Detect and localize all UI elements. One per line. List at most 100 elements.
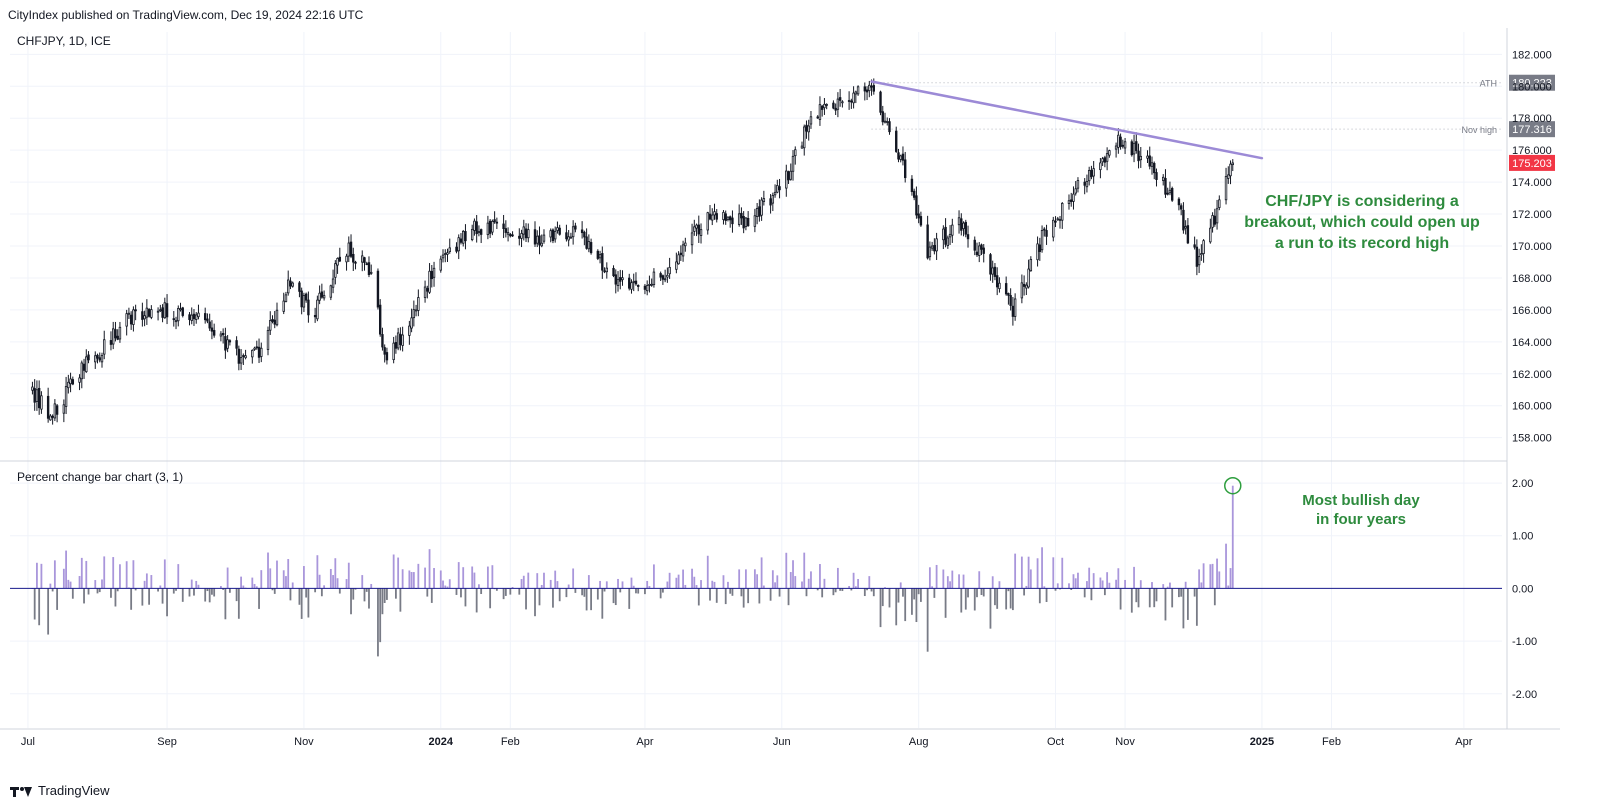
percent-change-bar — [148, 588, 151, 605]
percent-change-bar — [1005, 588, 1008, 610]
candle-body — [675, 261, 678, 270]
percent-change-bar — [439, 570, 442, 589]
candle-body — [361, 255, 364, 263]
percent-change-bar — [1186, 588, 1189, 620]
percent-change-bar — [850, 588, 853, 591]
candle-body — [1074, 188, 1077, 194]
candle-body — [188, 314, 191, 320]
candle-body — [1103, 157, 1107, 163]
percent-change-bar — [471, 566, 474, 589]
percent-change-bar — [235, 588, 238, 602]
percent-change-bar — [1074, 578, 1077, 589]
candle-body — [904, 159, 907, 179]
percent-change-bar — [49, 583, 52, 589]
percent-change-bar — [1169, 582, 1171, 589]
percent-change-bar — [567, 584, 570, 589]
price-tick-label: 164.000 — [1512, 337, 1552, 349]
percent-change-bar — [130, 588, 133, 610]
percent-change-bar — [417, 563, 420, 589]
candle-body — [163, 302, 167, 319]
candle-body — [408, 325, 411, 336]
candle-body — [1177, 198, 1181, 206]
candle-body — [242, 355, 245, 357]
candle-body — [619, 277, 622, 282]
percent-change-bar — [962, 574, 965, 589]
candle-body — [244, 355, 247, 359]
percent-change-bar — [491, 565, 494, 589]
candle-body — [116, 335, 119, 340]
percent-change-bar — [103, 556, 106, 589]
candle-body — [565, 232, 568, 240]
time-tick-label: Jun — [773, 736, 791, 748]
candle-body — [1224, 176, 1228, 201]
candle-body — [1101, 158, 1104, 163]
percent-change-bar — [188, 588, 191, 597]
percent-change-bar — [271, 588, 274, 591]
candle-body — [237, 348, 241, 364]
candle-body — [991, 267, 994, 275]
candle-body — [744, 217, 748, 227]
percent-change-bar — [709, 588, 711, 601]
candle-body — [832, 102, 835, 109]
candle-body — [995, 275, 999, 288]
percent-change-bar — [612, 588, 615, 604]
candle-body — [455, 246, 458, 252]
percent-change-bar — [653, 564, 655, 589]
percent-change-bar — [1061, 557, 1064, 589]
tradingview-mark-icon — [10, 785, 32, 797]
last-price-text: 175.203 — [1512, 158, 1552, 170]
candle-body — [854, 91, 858, 95]
candle-body — [524, 228, 528, 239]
candle-body — [1215, 208, 1219, 224]
indicator-title: Percent change bar chart (3, 1) — [17, 470, 183, 484]
percent-change-bar — [298, 588, 301, 605]
candle-body — [172, 318, 175, 321]
percent-change-bar — [1108, 582, 1111, 589]
candle-body — [197, 312, 200, 318]
candle-body — [960, 218, 963, 231]
candle-body — [1009, 295, 1012, 306]
percent-change-bar — [287, 559, 290, 589]
percent-change-bar — [1052, 557, 1055, 589]
percent-change-bar — [724, 588, 727, 605]
percent-change-bar — [303, 566, 305, 589]
candle-body — [96, 354, 99, 359]
candle-body — [334, 263, 337, 278]
candle-body — [728, 216, 732, 221]
candle-body — [69, 378, 72, 385]
candle-body — [825, 104, 828, 106]
percent-change-bar — [67, 579, 70, 589]
candle-body — [1076, 180, 1080, 189]
percent-change-bar — [1106, 572, 1109, 589]
percent-change-bar — [543, 572, 545, 589]
percent-change-bar — [224, 588, 227, 620]
candle-body — [1137, 150, 1140, 162]
percent-change-bar — [774, 582, 776, 589]
percent-change-bar — [455, 588, 458, 595]
price-tick-label: 182.000 — [1512, 49, 1552, 61]
candle-body — [282, 300, 285, 312]
candle-body — [583, 231, 586, 238]
percent-change-bar — [363, 588, 366, 602]
price-tick-label: 168.000 — [1512, 273, 1552, 285]
percent-change-bar — [307, 588, 310, 618]
candle-body — [942, 228, 945, 241]
percent-change-bar — [1014, 553, 1017, 589]
percent-change-bar — [336, 578, 339, 589]
candle-body — [179, 308, 182, 311]
percent-change-bar — [1195, 588, 1198, 626]
chart-title: CHFJPY, 1D, ICE — [17, 34, 111, 48]
percent-change-bar — [71, 588, 74, 599]
percent-change-bar — [884, 587, 886, 589]
candle-body — [1105, 153, 1109, 162]
percent-change-bar — [36, 562, 38, 589]
highlight-circle — [1224, 476, 1242, 495]
percent-change-bar — [706, 555, 709, 589]
percent-change-bar — [190, 579, 193, 589]
percent-change-bar — [150, 575, 153, 589]
candle-body — [401, 334, 404, 346]
percent-change-bar — [1045, 588, 1048, 602]
candle-body — [632, 280, 635, 283]
candle-body — [428, 270, 431, 293]
candle-body — [946, 237, 950, 246]
